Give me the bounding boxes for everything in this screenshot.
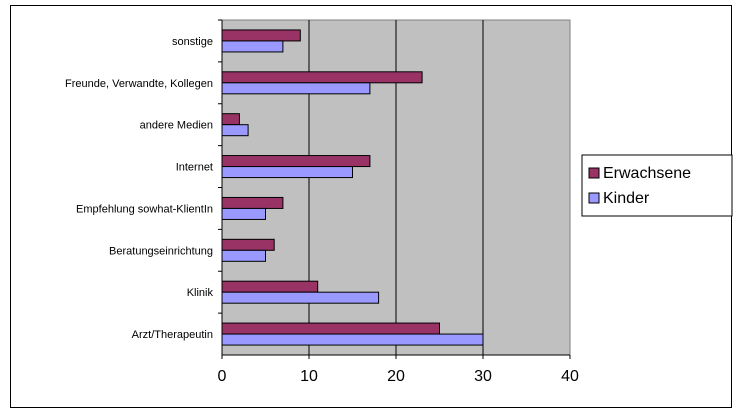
category-label: Arzt/Therapeutin	[132, 329, 213, 341]
bar-erwachsene-freunde-verwandte-kollegen	[221, 71, 423, 84]
bar-erwachsene-andere-medien	[221, 113, 240, 126]
x-tick-label: 0	[218, 368, 227, 385]
bar-erwachsene-beratungseinrichtung	[221, 238, 275, 251]
legend: Erwachsene Kinder	[581, 154, 733, 217]
bar-kinder-arzt-therapeutin	[221, 333, 484, 346]
category-label: andere Medien	[140, 120, 213, 132]
category-labels: Arzt/Therapeutin Klinik Beratungseinrichtu…	[65, 19, 222, 341]
legend-swatch-kinder	[588, 192, 600, 204]
category-label: Beratungseinrichtung	[109, 245, 213, 257]
legend-box	[581, 154, 733, 217]
bar-kinder-internet	[221, 166, 353, 179]
bar-erwachsene-arzt-therapeutin	[221, 322, 440, 335]
x-tick-label: 20	[387, 368, 405, 385]
bar-kinder-andere-medien	[221, 124, 249, 137]
legend-label-kinder: Kinder	[603, 190, 650, 207]
bar-kinder-empfehlung-sowhat-klientin	[221, 207, 266, 220]
bar-erwachsene-internet	[221, 155, 371, 168]
x-tick-label: 10	[300, 368, 318, 385]
legend-label-erwachsene: Erwachsene	[603, 165, 691, 182]
x-tick-label: 40	[561, 368, 579, 385]
category-label: Klinik	[187, 287, 214, 299]
x-tick-label: 30	[474, 368, 492, 385]
bar-erwachsene-klinik	[221, 280, 319, 293]
category-label: Empfehlung sowhat-KlientIn	[76, 203, 213, 215]
x-axis-ticks: 0 10 20 30 40	[218, 355, 579, 385]
category-label: Internet	[176, 162, 213, 174]
bar-kinder-beratungseinrichtung	[221, 249, 266, 262]
category-label: sonstige	[172, 36, 213, 48]
bar-kinder-sonstige	[221, 40, 284, 53]
bar-kinder-freunde-verwandte-kollegen	[221, 82, 371, 95]
bar-erwachsene-sonstige	[221, 29, 301, 42]
legend-swatch-erwachsene	[588, 167, 600, 179]
bar-kinder-klinik	[221, 291, 380, 304]
category-label: Freunde, Verwandte, Kollegen	[65, 78, 213, 90]
bar-erwachsene-empfehlung-sowhat-klientin	[221, 196, 284, 209]
